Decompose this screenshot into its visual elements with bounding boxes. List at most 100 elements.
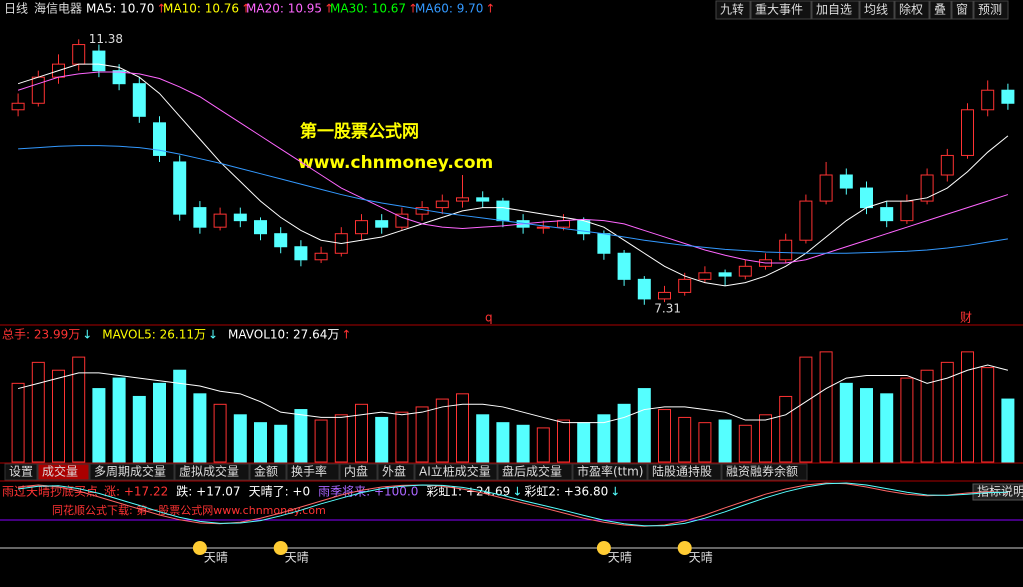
- indicator-value: 涨: +17.22: [104, 484, 168, 499]
- candle-body: [456, 197, 469, 202]
- marker: 财: [960, 311, 972, 325]
- candle-body: [880, 207, 894, 222]
- tab-label[interactable]: 金额: [254, 464, 278, 479]
- toolbar-button-label[interactable]: 均线: [864, 3, 888, 17]
- candle-body: [698, 272, 712, 280]
- toolbar-button[interactable]: [929, 0, 952, 20]
- tab[interactable]: [89, 463, 175, 481]
- tab-label[interactable]: 陆股通持股: [652, 464, 712, 479]
- tab-label[interactable]: 融资融券余额: [726, 464, 798, 479]
- candle-body: [678, 278, 692, 293]
- volume-bar: [617, 403, 631, 463]
- indicator-value: 彩虹2: +36.80: [524, 485, 608, 499]
- tab-label[interactable]: 多周期成交量: [94, 464, 166, 479]
- volume-bar: [395, 411, 409, 463]
- toolbar-button-label[interactable]: 重大事件: [755, 3, 803, 17]
- volume-arrow: ↓: [82, 328, 92, 342]
- candle-body: [254, 220, 267, 235]
- tab[interactable]: [572, 463, 648, 481]
- volume-label: MAVOL10: 27.64万: [228, 328, 339, 342]
- tab-label[interactable]: 外盘: [382, 464, 406, 479]
- indicator-arrow: ↓: [610, 485, 620, 499]
- help-button-label[interactable]: 指标说明: [977, 484, 1023, 499]
- tab-label[interactable]: 虚拟成交量: [179, 464, 239, 479]
- tab-label[interactable]: 设置: [9, 465, 33, 479]
- tab[interactable]: [37, 463, 90, 481]
- indicator-name: 雨过天晴抄底买点: [2, 484, 98, 499]
- tab-label[interactable]: 市盈率(ttm): [577, 464, 643, 479]
- candle-body: [112, 70, 126, 85]
- ma60-line: [18, 145, 1008, 254]
- volume-bar: [900, 377, 914, 463]
- volume-arrow: ↓: [208, 328, 218, 342]
- ma-label: MA20: 10.95: [246, 2, 322, 16]
- tab[interactable]: [286, 463, 340, 481]
- tab[interactable]: [4, 463, 38, 481]
- candle-body: [738, 265, 752, 277]
- volume-bar: [860, 388, 873, 463]
- tab-label[interactable]: 成交量: [42, 464, 78, 479]
- tab[interactable]: [339, 463, 378, 481]
- tab[interactable]: [721, 463, 808, 481]
- stock-name: 海信电器: [34, 1, 82, 16]
- candle-body: [799, 200, 813, 241]
- volume-bar: [1001, 398, 1015, 463]
- toolbar-button[interactable]: [951, 0, 974, 20]
- volume-bar: [72, 356, 86, 463]
- rainbow1-line: [18, 482, 1008, 527]
- signal-label: 天晴: [204, 551, 228, 565]
- volume-bar: [52, 369, 65, 463]
- ma-arrow: ↑: [156, 2, 166, 16]
- tab-label[interactable]: 内盘: [344, 464, 368, 479]
- candle-body: [72, 44, 86, 65]
- toolbar-button-label[interactable]: 预测: [978, 3, 1002, 17]
- volume-bar: [779, 395, 793, 463]
- candle-body: [132, 83, 146, 117]
- toolbar-button[interactable]: [750, 0, 812, 20]
- volume-bar: [577, 422, 591, 463]
- tab[interactable]: [377, 463, 415, 481]
- tab-label[interactable]: 盘后成交量: [502, 464, 562, 479]
- tab[interactable]: [414, 463, 498, 481]
- volume-bar: [557, 419, 570, 463]
- volume-bar: [698, 422, 712, 463]
- volume-bar: [254, 422, 267, 463]
- ma-label: MA10: 10.76: [163, 2, 239, 16]
- tab[interactable]: [174, 463, 250, 481]
- toolbar-button[interactable]: [894, 0, 930, 20]
- toolbar-button[interactable]: [715, 0, 751, 20]
- toolbar-button-label[interactable]: 除权: [899, 2, 923, 17]
- volume-bar: [738, 424, 752, 463]
- volume-bar: [981, 367, 995, 463]
- indicator-arrow: ↓: [512, 485, 522, 499]
- period: 日线: [4, 2, 28, 16]
- toolbar-button[interactable]: [973, 0, 1009, 20]
- candle-body: [940, 154, 954, 176]
- candle-body: [233, 213, 247, 222]
- tab[interactable]: [249, 463, 287, 481]
- tab-label[interactable]: 换手率: [291, 464, 327, 479]
- signal-label: 天晴: [608, 551, 632, 565]
- volume-bar: [11, 382, 25, 463]
- volume-bar: [112, 377, 126, 463]
- toolbar-button[interactable]: [859, 0, 895, 20]
- toolbar-button[interactable]: [811, 0, 860, 20]
- tab[interactable]: [497, 463, 573, 481]
- toolbar-button-label[interactable]: 九转: [720, 2, 744, 17]
- tab-label[interactable]: AI立桩成交量: [419, 464, 491, 479]
- volume-label: 总手: 23.99万: [2, 328, 80, 342]
- toolbar-button-label[interactable]: 叠: [934, 3, 946, 17]
- candle-body: [597, 233, 611, 254]
- volume-bar: [274, 424, 288, 463]
- candle-body: [274, 233, 288, 248]
- toolbar-button-label[interactable]: 窗: [956, 3, 968, 17]
- candle-body: [476, 197, 490, 202]
- ma-arrow: ↑: [408, 2, 418, 16]
- volume-bar: [536, 427, 550, 463]
- toolbar-button-label[interactable]: 加自选: [816, 3, 852, 17]
- volume-bar: [334, 414, 348, 463]
- tab[interactable]: [647, 463, 722, 481]
- volume-bar: [435, 398, 449, 463]
